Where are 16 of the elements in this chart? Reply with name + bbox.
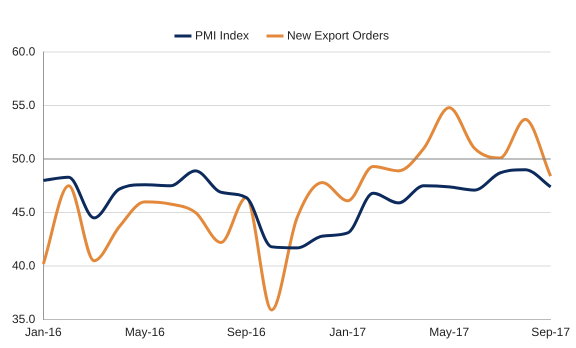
x-tick-label: Sep-16 <box>226 325 266 340</box>
x-tick-label: Jan-16 <box>25 325 62 340</box>
y-tick-label: 60.0 <box>12 44 36 58</box>
x-tick-label: May-16 <box>124 325 166 340</box>
legend-label: New Export Orders <box>286 28 390 42</box>
x-tick-label: Jan-17 <box>329 325 366 340</box>
x-tick-label: May-17 <box>429 325 470 340</box>
y-tick-label: 35.0 <box>12 312 36 326</box>
y-tick-label: 55.0 <box>12 98 36 112</box>
y-tick-label: 40.0 <box>12 258 36 272</box>
y-tick-label: 50.0 <box>12 151 36 166</box>
legend-label: PMI Index <box>194 28 250 42</box>
line-series <box>42 168 552 250</box>
x-tick-label: Sep-17 <box>531 325 570 340</box>
y-tick-label: 45.0 <box>12 204 36 219</box>
line-series <box>42 106 552 312</box>
